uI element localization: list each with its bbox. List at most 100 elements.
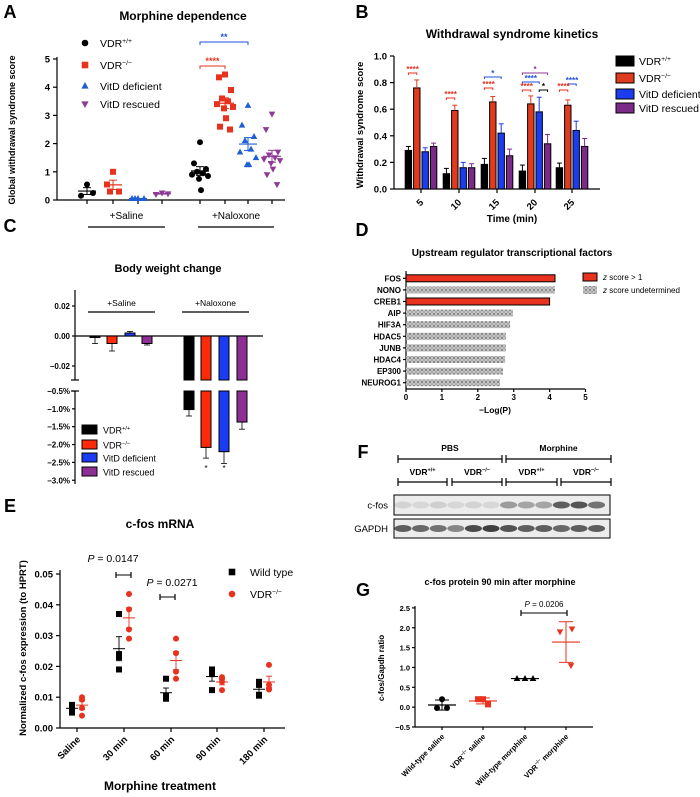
bar-saline: [124, 332, 136, 337]
y-tick-label: 1.0: [374, 52, 387, 63]
y-tick-label: AIP: [388, 309, 402, 318]
genotype-label-superscript: −/−: [482, 468, 490, 474]
data-point: [252, 154, 260, 161]
y-tick-label: 1.5: [400, 644, 410, 653]
significance-label: *: [222, 464, 225, 473]
y-tick-label: 0.00: [54, 332, 70, 341]
blot-band: [464, 525, 482, 532]
data-point: [222, 71, 228, 78]
legend-label-text: VDR: [103, 441, 123, 451]
bar-naloxone-lower: [200, 390, 212, 448]
legend-label-text: VitD deficient: [103, 454, 156, 464]
data-point: [250, 132, 258, 139]
genotype-label-superscript: −/−: [591, 468, 599, 474]
data-point: [173, 675, 179, 682]
significance-label: *: [204, 464, 207, 473]
chart-title: Body weight change: [115, 263, 222, 275]
data-point: [78, 192, 84, 199]
data-point: [273, 182, 281, 189]
significance-bracket: [521, 81, 540, 84]
legend-swatch: [615, 72, 635, 84]
data-point: [266, 661, 272, 668]
legend-label: VitD rescued: [103, 468, 154, 478]
legend-label: VitD deficient: [639, 89, 700, 101]
x-tick-label: Wild-type saline: [400, 732, 447, 779]
x-tick-label: 20: [525, 197, 540, 212]
bar: [421, 151, 429, 190]
bar: [572, 129, 580, 190]
legend-label: z score undetermined: [602, 286, 680, 295]
bar: [543, 143, 552, 190]
y-tick-label: −2.5%: [47, 458, 70, 467]
blot-band: [517, 525, 535, 532]
bar: [406, 332, 506, 340]
data-point: [173, 668, 179, 675]
y-tick-label: 2: [45, 139, 50, 150]
significance-bracket: [407, 72, 418, 75]
x-axis-label: Morphine treatment: [104, 779, 216, 793]
data-point: [225, 98, 231, 105]
y-tick-label: 0.04: [35, 600, 54, 611]
data-point: [216, 74, 222, 81]
y-tick-label: 0.05: [35, 570, 54, 581]
legend-label-text: VDR: [103, 426, 123, 436]
y-tick-label: 0.0: [374, 185, 387, 196]
legend-marker: [228, 568, 236, 576]
y-axis-label: Withdrawal syndrome score: [355, 62, 366, 189]
panel-label-g: G: [356, 580, 370, 600]
blot-band: [447, 525, 465, 532]
bar-naloxone-upper: [200, 335, 212, 381]
significance-label: ****: [566, 76, 579, 85]
genotype-label: VDR+/+: [519, 467, 545, 477]
legend-label: VDR+/+: [103, 426, 131, 436]
y-tick-label: 0.02: [35, 662, 54, 673]
bar: [406, 344, 506, 352]
x-tick-label: VDR−/− morphine: [522, 732, 570, 780]
data-point: [191, 160, 197, 167]
significance-bracket: [558, 89, 569, 92]
data-point: [241, 137, 249, 144]
bar-saline: [106, 335, 118, 344]
data-point: [262, 127, 270, 134]
data-point: [217, 123, 223, 130]
data-point: [567, 663, 575, 670]
y-tick-label: 0.01: [35, 693, 54, 704]
panel-label-f: F: [358, 442, 369, 462]
blot-band: [394, 501, 412, 509]
p-value: = 0.0271: [153, 577, 197, 589]
bar: [467, 167, 476, 190]
significance-bracket: [521, 72, 549, 75]
data-point: [260, 156, 268, 163]
blot-band: [429, 501, 447, 509]
blot-row-label: c-fos: [367, 501, 388, 512]
y-tick-label: 0.0: [400, 703, 410, 712]
legend-label-text: VitD rescued: [639, 103, 699, 115]
genotype-label: VDR+/+: [410, 467, 436, 477]
y-tick-label: NEUROG1: [361, 379, 401, 388]
data-point: [194, 168, 200, 175]
y-tick-label: −1.0%: [47, 405, 70, 414]
data-point: [475, 696, 481, 703]
legend-label: z score > 1: [602, 273, 643, 282]
bar: [564, 104, 572, 190]
data-point: [263, 172, 271, 179]
legend-label-text: VDR: [639, 56, 662, 68]
data-point: [230, 103, 236, 110]
legend-marker: [81, 101, 89, 108]
legend-label-text: VDR: [250, 589, 273, 601]
y-tick-label: HIF3A: [378, 321, 401, 330]
legend-marker: [81, 82, 89, 89]
data-point: [244, 101, 252, 108]
significance-label: ****: [525, 74, 538, 83]
bar: [413, 87, 421, 190]
data-point: [434, 704, 440, 711]
y-tick-label: 0: [45, 196, 50, 207]
bar: [480, 163, 489, 190]
p-symbol: P: [146, 577, 153, 589]
p-symbol: P: [525, 600, 531, 609]
data-point: [265, 152, 273, 159]
data-point: [214, 101, 220, 108]
y-tick-label: 0.00: [35, 724, 54, 735]
x-tick-label: 1: [440, 393, 445, 402]
